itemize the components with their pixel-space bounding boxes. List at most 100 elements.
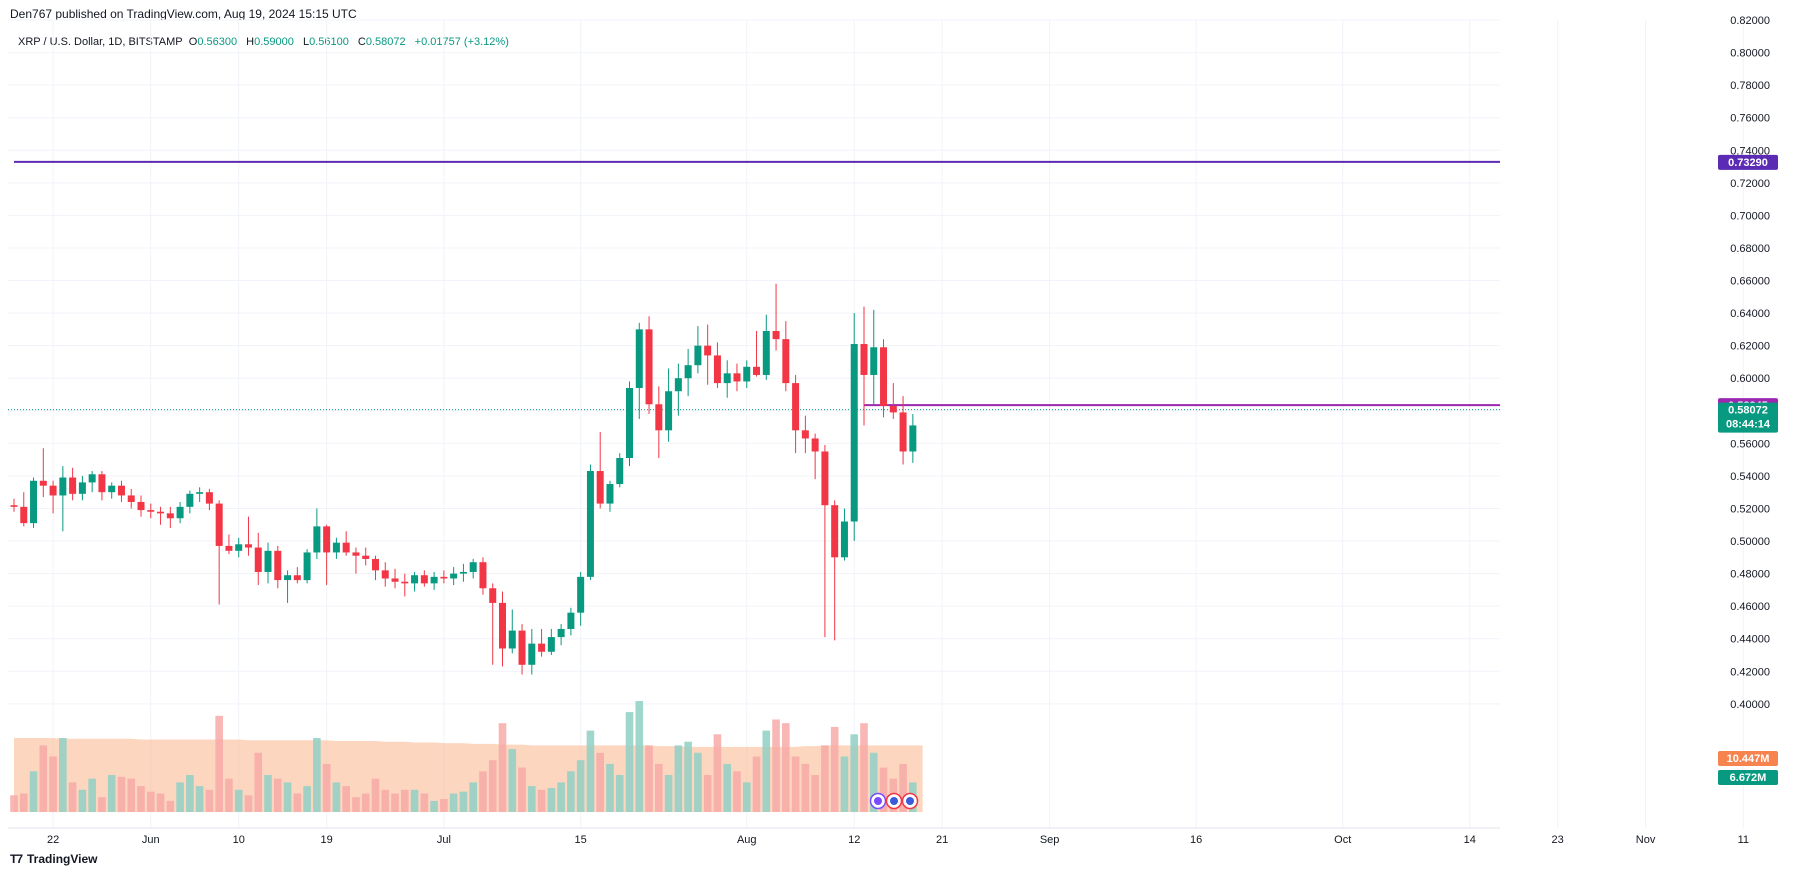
candle-body[interactable] <box>254 547 262 572</box>
candle-body[interactable] <box>371 558 379 571</box>
candle-body[interactable] <box>440 576 448 579</box>
candle-body[interactable] <box>762 330 770 375</box>
candle-body[interactable] <box>352 552 360 556</box>
candle-body[interactable] <box>694 345 702 366</box>
candle-body[interactable] <box>469 562 477 572</box>
candle-body[interactable] <box>78 482 86 494</box>
candle-body[interactable] <box>723 373 731 384</box>
candle-body[interactable] <box>69 477 77 494</box>
candle-body[interactable] <box>557 628 565 638</box>
candle-body[interactable] <box>538 643 546 652</box>
candle-body[interactable] <box>186 493 194 507</box>
candle-body[interactable] <box>420 575 428 584</box>
candle-body[interactable] <box>176 506 184 519</box>
candle-body[interactable] <box>196 492 204 494</box>
candle-body[interactable] <box>665 391 673 431</box>
candle-body[interactable] <box>215 503 223 546</box>
volume-bar <box>283 782 292 812</box>
candle-body[interactable] <box>772 330 780 340</box>
candle-body[interactable] <box>166 513 174 519</box>
candle-body[interactable] <box>743 366 751 382</box>
candle-body[interactable] <box>606 484 614 504</box>
candle-body[interactable] <box>235 544 243 551</box>
candle-body[interactable] <box>870 347 878 375</box>
candle-body[interactable] <box>909 425 917 452</box>
candle-body[interactable] <box>303 552 311 581</box>
candle-body[interactable] <box>459 571 467 574</box>
candle-body[interactable] <box>508 630 516 649</box>
candle-body[interactable] <box>401 581 409 584</box>
candle-body[interactable] <box>840 521 848 558</box>
volume-bar <box>674 745 683 812</box>
candle-body[interactable] <box>108 485 116 493</box>
candle-body[interactable] <box>30 480 38 524</box>
candle-body[interactable] <box>626 387 634 458</box>
candle-body[interactable] <box>831 505 839 558</box>
candle-body[interactable] <box>518 630 526 665</box>
candle-body[interactable] <box>147 510 155 512</box>
candle-body[interactable] <box>577 576 585 613</box>
candle-body[interactable] <box>674 378 682 392</box>
candle-body[interactable] <box>684 365 692 379</box>
candle-body[interactable] <box>244 544 252 548</box>
candle-body[interactable] <box>313 526 321 553</box>
candle-body[interactable] <box>137 501 145 511</box>
candle-body[interactable] <box>713 355 721 384</box>
candle-body[interactable] <box>293 575 301 581</box>
candle-body[interactable] <box>127 495 135 502</box>
candle-body[interactable] <box>264 550 272 572</box>
candle-body[interactable] <box>821 451 829 506</box>
candle-body[interactable] <box>889 405 897 413</box>
candle-body[interactable] <box>586 471 594 577</box>
volume-bar <box>39 745 48 812</box>
candle-body[interactable] <box>528 643 536 665</box>
candle-body[interactable] <box>801 430 809 439</box>
candle-body[interactable] <box>20 506 28 524</box>
candle-body[interactable] <box>88 474 96 483</box>
candle-body[interactable] <box>567 612 575 629</box>
candle-body[interactable] <box>411 575 419 584</box>
candle-body[interactable] <box>860 344 868 375</box>
candle-body[interactable] <box>117 485 125 496</box>
candle-body[interactable] <box>362 555 370 559</box>
candle-body[interactable] <box>205 492 213 504</box>
candle-body[interactable] <box>323 526 331 553</box>
candle-body[interactable] <box>98 474 106 493</box>
candle-body[interactable] <box>274 550 282 581</box>
candle-body[interactable] <box>499 602 506 649</box>
candle-body[interactable] <box>225 545 233 551</box>
candle-body[interactable] <box>381 570 389 579</box>
candle-body[interactable] <box>39 480 47 486</box>
candle-body[interactable] <box>59 477 67 496</box>
candle-body[interactable] <box>10 505 18 507</box>
candle-body[interactable] <box>391 578 399 582</box>
candle-body[interactable] <box>284 575 292 581</box>
candle-body[interactable] <box>645 329 653 405</box>
candle-body[interactable] <box>157 511 165 514</box>
candle-body[interactable] <box>655 404 663 431</box>
candle-body[interactable] <box>489 588 497 603</box>
candle-body[interactable] <box>850 344 858 522</box>
candle-body[interactable] <box>880 347 888 406</box>
candle-body[interactable] <box>342 542 350 553</box>
candle-body[interactable] <box>811 438 819 452</box>
y-tick-label: 0.80000 <box>1730 48 1770 60</box>
candle-body[interactable] <box>704 345 712 356</box>
candle-body[interactable] <box>753 366 761 375</box>
candle-body[interactable] <box>332 542 340 553</box>
candle-body[interactable] <box>899 412 907 452</box>
candle-body[interactable] <box>430 576 438 584</box>
candle-body[interactable] <box>792 383 800 431</box>
candle-body[interactable] <box>479 562 487 589</box>
candle-body[interactable] <box>616 457 624 485</box>
candle-body[interactable] <box>596 471 604 504</box>
candle-body[interactable] <box>450 573 458 579</box>
candle-body[interactable] <box>547 637 555 652</box>
candle-body[interactable] <box>733 373 741 382</box>
candle-body[interactable] <box>49 485 57 496</box>
volume-bar <box>469 782 477 812</box>
candle-body[interactable] <box>635 329 643 388</box>
candle-body[interactable] <box>782 339 790 384</box>
volume-bar <box>244 795 253 812</box>
